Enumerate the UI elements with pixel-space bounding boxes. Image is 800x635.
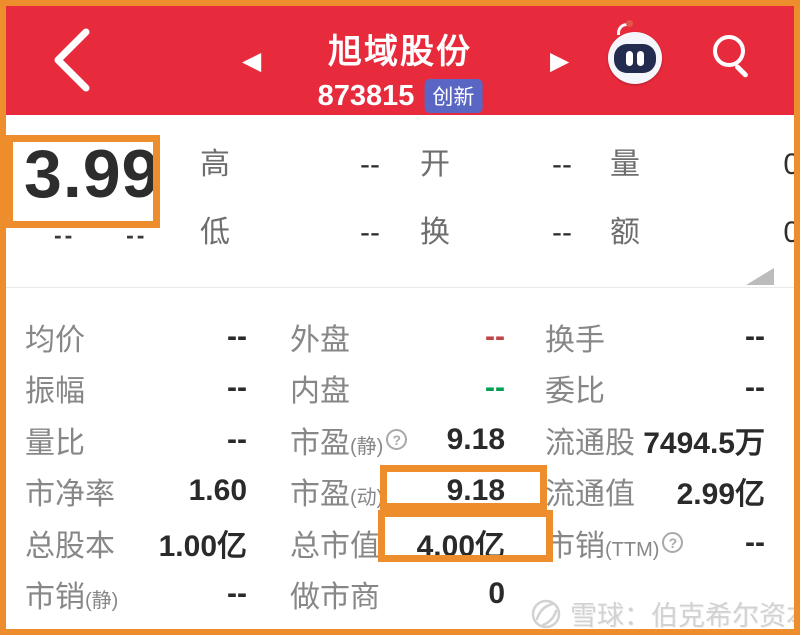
watermark-text: 雪球：伯克希尔资本 — [570, 601, 800, 631]
stat-outer-volume: 外盘 -- — [290, 319, 505, 357]
stat-float-shares: 流通股 7494.5万 — [545, 426, 765, 460]
stat-volume-ratio: 量比 -- — [25, 422, 247, 460]
stat-pe-dynamic: 市盈(动) 9.18 — [290, 474, 505, 512]
next-stock-button[interactable]: ▶ — [550, 46, 570, 75]
stats-grid: 均价 -- 外盘 -- 换手 -- 振幅 -- 内盘 -- 委比 -- 量比 -… — [6, 311, 794, 620]
quote-stat-open: 开 -- — [420, 148, 572, 181]
quote-stat-low: 低 -- — [200, 216, 380, 249]
back-button[interactable] — [52, 28, 92, 92]
innovation-badge: 创新 — [424, 79, 483, 113]
stat-turnover-rate: 换手 -- — [545, 319, 765, 357]
expand-panel-handle[interactable] — [746, 268, 774, 285]
help-icon[interactable]: ? — [662, 532, 684, 554]
stat-amplitude: 振幅 -- — [25, 371, 247, 409]
help-icon[interactable]: ? — [386, 429, 408, 451]
stat-bid-ratio: 委比 -- — [545, 371, 765, 409]
stat-pb-ratio: 市净率 1.60 — [25, 474, 247, 512]
quote-stat-volume: 量 0 — [610, 148, 800, 181]
search-icon[interactable] — [713, 35, 745, 67]
stat-float-value: 流通值 2.99亿 — [545, 478, 765, 512]
prev-stock-button[interactable]: ◀ — [242, 46, 262, 75]
stock-name: 旭域股份 — [328, 33, 472, 71]
stat-market-cap: 总市值 4.00亿 — [290, 529, 505, 563]
quote-stat-high: 高 -- — [200, 148, 380, 181]
xueqiu-logo-icon — [531, 599, 561, 628]
quote-stat-turnover: 换 -- — [420, 216, 572, 249]
title-block: 旭域股份 873815 创新 — [318, 24, 483, 113]
stat-pe-static: 市盈(静) ? 9.18 — [290, 422, 505, 460]
app-header: ◀ 旭域股份 873815 创新 ▶ — [6, 6, 794, 115]
stat-total-shares: 总股本 1.00亿 — [25, 529, 247, 563]
assistant-robot-icon[interactable] — [608, 20, 662, 84]
current-price: 3.99 — [24, 136, 161, 212]
price-change: -- -- — [54, 222, 148, 248]
stat-inner-volume: 内盘 -- — [290, 371, 505, 409]
stat-ps-ttm: 市销(TTM) ? -- — [545, 525, 765, 563]
watermark: 雪球：伯克希尔资本 — [530, 594, 800, 631]
section-divider — [6, 287, 794, 288]
stat-avg-price: 均价 -- — [25, 319, 247, 357]
stat-market-maker: 做市商 0 — [290, 577, 505, 615]
stock-code: 873815 — [317, 79, 415, 112]
quote-stat-amount: 额 0 — [610, 216, 800, 249]
stat-ps-static: 市销(静) -- — [25, 577, 247, 615]
